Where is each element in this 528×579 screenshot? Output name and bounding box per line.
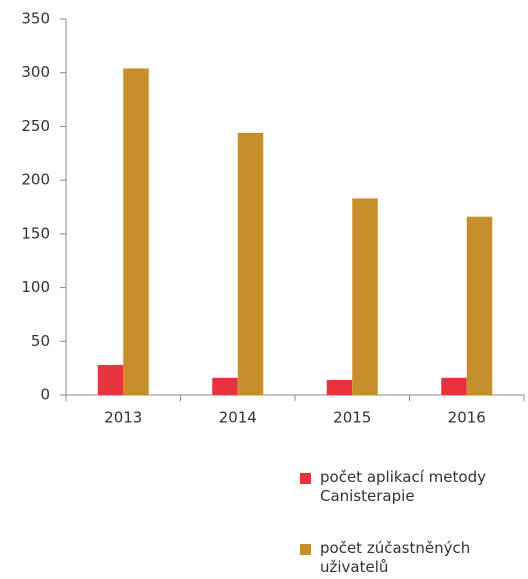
x-tick-label: 2013 (104, 409, 142, 427)
chart: 0 50 100 150 200 250 300 350 2013 2014 2015 2016 (21, 10, 525, 427)
y-tick-label: 300 (21, 63, 50, 81)
y-tick-label: 100 (21, 278, 50, 296)
y-tick-label: 0 (40, 386, 50, 404)
bar (212, 377, 238, 395)
x-tick-label: 2016 (448, 409, 486, 427)
bar (123, 68, 149, 395)
bar (237, 132, 264, 396)
x-tick-label: 2014 (219, 409, 257, 427)
y-tick-label: 50 (31, 332, 50, 350)
y-tick-label: 150 (21, 224, 50, 242)
y-tick-label: 350 (21, 10, 50, 28)
bar (352, 198, 378, 395)
legend-swatch (300, 473, 311, 484)
bar (326, 379, 353, 395)
x-tick-label: 2015 (333, 409, 371, 427)
bar (97, 364, 124, 395)
legend-label: počet zúčastněných uživatelů (320, 539, 471, 576)
legend-swatch (300, 544, 311, 555)
y-tick-label: 250 (21, 117, 50, 135)
bar (441, 377, 467, 395)
legend-entry: počet aplikací metody Canisterapie (300, 468, 515, 506)
bar (466, 216, 493, 395)
legend-label: počet aplikací metody Canisterapie (320, 468, 486, 505)
y-tick-label: 200 (21, 171, 50, 189)
legend-entry: počet zúčastněných uživatelů (300, 539, 515, 577)
